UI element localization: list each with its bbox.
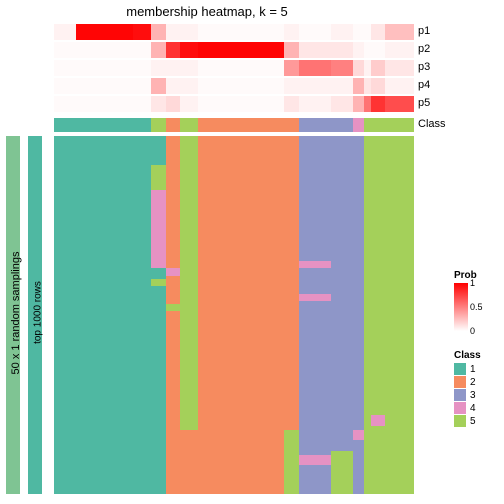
class-swatch xyxy=(454,376,466,388)
prob-row-p1 xyxy=(54,24,414,40)
class-legend-item: 5 xyxy=(454,415,481,427)
heatmap-figure: membership heatmap, k = 5 50 x 1 random … xyxy=(0,0,504,504)
prob-tick: 0.5 xyxy=(470,302,483,312)
prob-legend: Prob 10.50 xyxy=(454,270,477,331)
prob-row-p4 xyxy=(54,78,414,94)
class-legend-items: 1 2 3 4 5 xyxy=(454,363,481,427)
class-swatch xyxy=(454,402,466,414)
class-legend-title: Class xyxy=(454,350,481,361)
prob-row-p3 xyxy=(54,60,414,76)
row-label: p1 xyxy=(418,26,430,37)
outer-side-label: 50 x 1 random samplings xyxy=(10,213,22,413)
class-legend-item: 1 xyxy=(454,363,481,375)
class-swatch-label: 2 xyxy=(470,377,476,388)
plot-area: p1p2p3p4p5Class xyxy=(54,24,414,494)
row-label: p3 xyxy=(418,62,430,73)
prob-tick: 1 xyxy=(470,278,475,288)
row-label: p4 xyxy=(418,80,430,91)
prob-row-p5 xyxy=(54,96,414,112)
row-label: p2 xyxy=(418,44,430,55)
prob-gradient: 10.50 xyxy=(454,283,468,331)
class-swatch-label: 5 xyxy=(470,416,476,427)
class-legend: Class 1 2 3 4 5 xyxy=(454,350,481,428)
class-swatch xyxy=(454,363,466,375)
class-legend-item: 2 xyxy=(454,376,481,388)
prob-row-p2 xyxy=(54,42,414,58)
inner-side-label: top 1000 rows xyxy=(33,213,44,413)
class-swatch xyxy=(454,389,466,401)
prob-tick: 0 xyxy=(470,326,475,336)
main-heatmap xyxy=(54,136,414,494)
chart-title: membership heatmap, k = 5 xyxy=(0,4,414,19)
class-row xyxy=(54,118,414,132)
class-legend-item: 3 xyxy=(454,389,481,401)
class-legend-item: 4 xyxy=(454,402,481,414)
class-swatch-label: 1 xyxy=(470,364,476,375)
class-swatch xyxy=(454,415,466,427)
row-label: Class xyxy=(418,119,446,130)
class-swatch-label: 4 xyxy=(470,403,476,414)
class-swatch-label: 3 xyxy=(470,390,476,401)
row-label: p5 xyxy=(418,98,430,109)
